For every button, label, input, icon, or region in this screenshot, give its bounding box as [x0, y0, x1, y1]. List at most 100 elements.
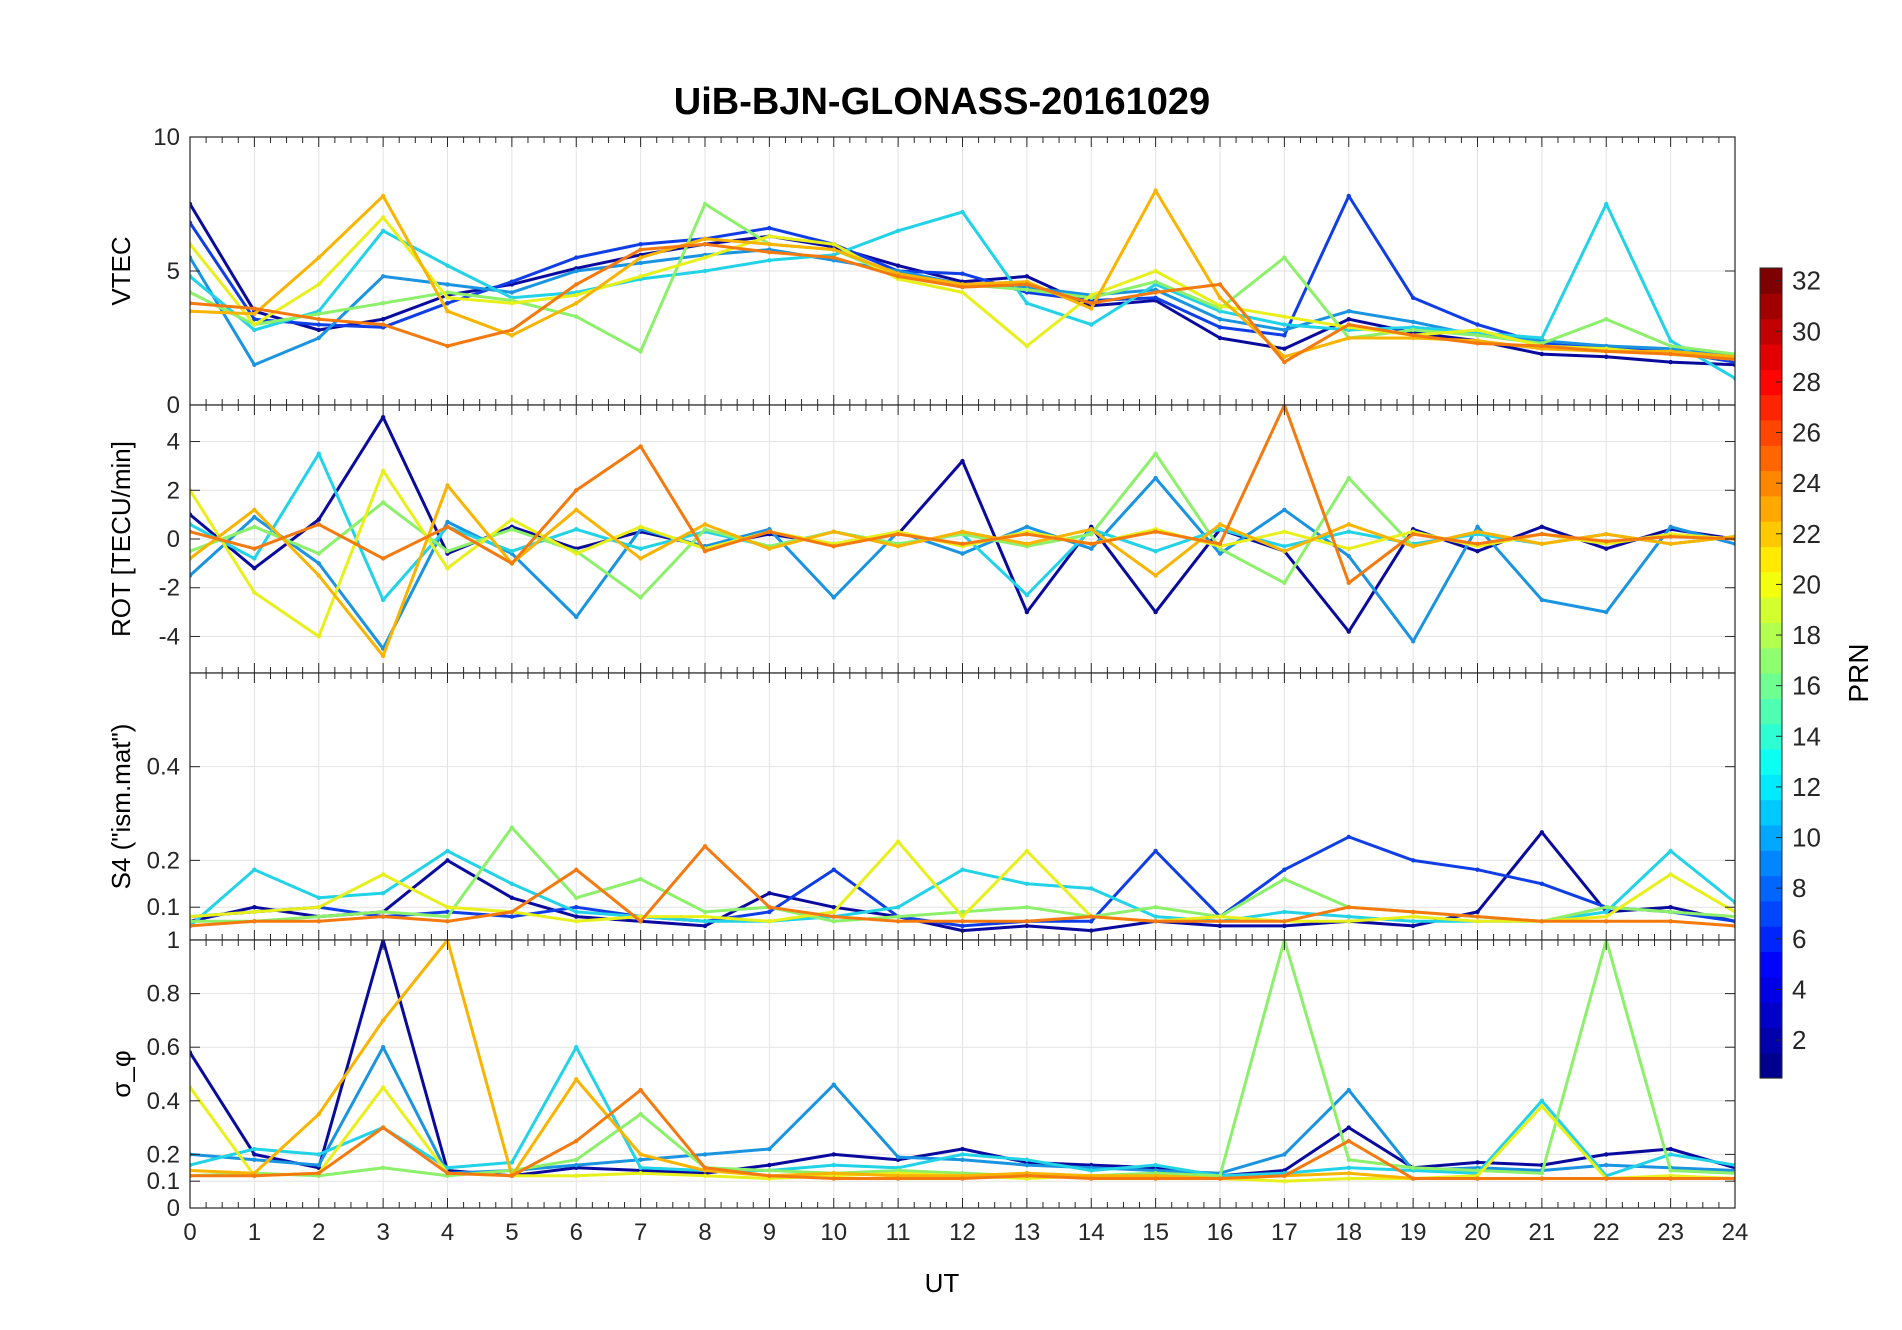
data-point: [767, 546, 772, 551]
data-point: [831, 1162, 836, 1168]
y-tick-label: 4: [167, 429, 180, 456]
data-point: [1475, 322, 1480, 327]
data-point: [1346, 529, 1351, 534]
data-point: [960, 1176, 965, 1181]
data-point: [252, 1173, 257, 1179]
data-point: [316, 327, 321, 333]
colorbar-segment: [1760, 951, 1782, 978]
data-point: [1346, 553, 1351, 559]
data-point: [574, 1173, 579, 1179]
data-point: [895, 531, 901, 537]
data-point: [1346, 309, 1351, 314]
data-point: [509, 548, 515, 554]
colorbar-tick-label: 18: [1792, 620, 1821, 650]
colorbar-segment: [1760, 824, 1782, 851]
y-tick-label: 0.2: [147, 847, 180, 874]
y-tick-label: 5: [167, 258, 180, 285]
data-point: [1539, 1098, 1545, 1104]
data-point: [380, 890, 386, 896]
data-point: [1475, 524, 1480, 530]
data-point: [1475, 541, 1480, 547]
colorbar-segment: [1760, 521, 1782, 548]
data-point: [1346, 1176, 1351, 1181]
data-point: [1539, 351, 1545, 357]
data-point: [1153, 848, 1158, 854]
data-point: [380, 909, 386, 915]
data-point: [1668, 909, 1673, 915]
data-point: [574, 867, 579, 872]
data-point: [316, 905, 321, 910]
data-point: [1668, 338, 1673, 343]
data-point: [638, 349, 643, 354]
data-point: [831, 247, 836, 252]
colorbar-tick-label: 26: [1792, 418, 1821, 448]
colorbar-segment: [1760, 1027, 1782, 1054]
data-point: [445, 282, 450, 287]
data-point: [1153, 914, 1158, 919]
data-point: [1410, 639, 1416, 644]
data-point: [638, 247, 643, 252]
data-point: [1475, 867, 1480, 872]
data-point: [767, 250, 772, 255]
data-point: [1153, 279, 1158, 284]
data-point: [1539, 830, 1545, 835]
data-point: [252, 566, 257, 571]
data-point: [1604, 546, 1609, 551]
data-point: [1668, 919, 1673, 924]
data-point: [1217, 551, 1223, 556]
data-point: [1024, 531, 1030, 537]
panel-2: -4 -2 0 2 4 ROT [TECU/min]: [106, 404, 1736, 674]
data-point: [574, 614, 579, 620]
data-point: [702, 914, 708, 919]
data-point: [702, 268, 708, 274]
data-point: [1024, 1162, 1030, 1168]
data-point: [1282, 923, 1287, 929]
data-point: [380, 468, 386, 473]
data-point: [1668, 1168, 1673, 1173]
colorbar-segment: [1760, 673, 1782, 699]
data-point: [960, 1146, 965, 1152]
data-point: [1668, 359, 1673, 365]
data-point: [960, 458, 965, 464]
colorbar-segment: [1760, 774, 1782, 801]
data-point: [1475, 1176, 1480, 1181]
data-point: [1282, 548, 1287, 554]
data-point: [1539, 524, 1545, 530]
data-point: [316, 1112, 321, 1117]
colorbar-segment: [1760, 1052, 1782, 1079]
x-tick-label: 7: [634, 1219, 647, 1246]
data-point: [1089, 292, 1094, 298]
data-point: [960, 914, 965, 919]
data-point: [1668, 1176, 1673, 1181]
data-point: [380, 317, 386, 322]
data-point: [445, 548, 450, 554]
data-point: [445, 309, 450, 314]
data-point: [895, 919, 901, 924]
data-point: [1089, 1176, 1094, 1181]
data-point: [702, 242, 708, 247]
data-point: [960, 919, 965, 924]
data-point: [1282, 327, 1287, 333]
data-point: [1668, 848, 1673, 854]
data-point: [1668, 541, 1673, 547]
data-point: [1282, 314, 1287, 319]
data-point: [702, 527, 708, 532]
data-point: [509, 527, 515, 532]
data-point: [445, 858, 450, 863]
series-group: [190, 825, 1735, 933]
data-point: [380, 872, 386, 877]
data-point: [1410, 919, 1416, 924]
data-point: [831, 255, 836, 260]
data-point: [1282, 1152, 1287, 1157]
data-point: [509, 561, 515, 566]
data-point: [1217, 303, 1223, 309]
data-point: [574, 895, 579, 901]
colorbar-segment: [1760, 546, 1782, 573]
data-point: [1024, 300, 1030, 306]
data-point: [509, 300, 515, 306]
colorbar-label: PRN: [1843, 643, 1874, 702]
data-point: [1153, 451, 1158, 456]
data-point: [767, 919, 772, 924]
data-point: [509, 825, 515, 830]
x-tick-label: 14: [1078, 1219, 1105, 1246]
